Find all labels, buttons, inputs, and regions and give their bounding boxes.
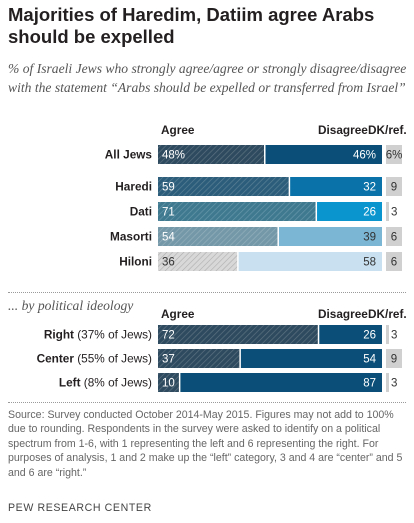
bar-dk <box>386 145 402 164</box>
category-label: Right (37% of Jews) <box>44 328 152 342</box>
bar-agree-hatch <box>158 202 316 221</box>
chart-subtitle: % of Israeli Jews who strongly agree/agr… <box>8 61 407 95</box>
category-label: Haredi <box>115 180 152 194</box>
bar-dk <box>386 227 402 246</box>
data-label-dk: 6 <box>391 232 397 244</box>
data-label-dk: 3 <box>391 378 397 390</box>
bar-agree-hatch <box>158 325 318 344</box>
data-label-dk: 3 <box>391 330 397 342</box>
bar-agree-hatch <box>158 145 265 164</box>
source-org: PEW RESEARCH CENTER <box>8 502 152 514</box>
bar-agree-hatch <box>158 177 289 196</box>
bar-disagree <box>180 373 382 392</box>
bar-dk <box>386 177 402 196</box>
bar-dk <box>386 349 402 368</box>
section-label-ideology: ... by political ideology <box>8 298 134 313</box>
column-header-dk: DK/ref. <box>368 123 407 137</box>
bar-dk <box>386 202 389 221</box>
category-label: Center (55% of Jews) <box>37 352 152 366</box>
category-label: Hiloni <box>119 255 152 269</box>
bar-agree-hatch <box>158 349 240 368</box>
bar-dk <box>386 252 402 271</box>
bar-disagree <box>317 202 382 221</box>
bar-dk <box>386 373 389 392</box>
data-label-agree: 54 <box>162 232 175 244</box>
bar-disagree <box>278 227 382 246</box>
footnote: Source: Survey conducted October 2014-Ma… <box>8 409 403 479</box>
bar-dk <box>386 325 389 344</box>
column-header-disagree: Disagree <box>318 123 368 137</box>
column-header-agree: Agree <box>161 307 195 321</box>
data-label-agree: 48% <box>162 150 185 162</box>
bar-disagree <box>240 349 382 368</box>
chart-title: Majorities of Haredim, Datiim agree Arab… <box>8 4 375 47</box>
data-label-disagree: 26 <box>363 207 376 219</box>
column-header-agree: Agree <box>161 123 195 137</box>
data-label-agree: 36 <box>162 257 175 269</box>
data-label-disagree: 54 <box>363 354 376 366</box>
data-label-agree: 37 <box>162 354 175 366</box>
bar-disagree <box>238 252 382 271</box>
bar-disagree <box>319 325 382 344</box>
bar-agree-hatch <box>158 227 278 246</box>
data-label-agree: 72 <box>162 330 175 342</box>
data-label-dk: 6% <box>386 150 403 162</box>
data-label-disagree: 32 <box>363 182 376 194</box>
data-label-agree: 71 <box>162 207 175 219</box>
category-label: Dati <box>130 205 152 219</box>
data-label-dk: 3 <box>391 207 397 219</box>
section-divider <box>8 292 406 293</box>
column-header-dk: DK/ref. <box>368 307 407 321</box>
bar-disagree <box>265 145 382 164</box>
category-label: Masorti <box>110 230 152 244</box>
data-label-disagree: 39 <box>363 232 376 244</box>
category-label: Left (8% of Jews) <box>59 376 152 390</box>
footnote-divider <box>8 402 406 403</box>
data-label-dk: 9 <box>391 182 397 194</box>
data-label-agree: 10 <box>162 378 175 390</box>
data-label-dk: 9 <box>391 354 397 366</box>
data-label-disagree: 46% <box>353 150 376 162</box>
data-label-disagree: 58 <box>363 257 376 269</box>
bar-agree-hatch <box>158 373 179 392</box>
column-header-disagree: Disagree <box>318 307 368 321</box>
category-label: All Jews <box>105 148 153 162</box>
data-label-dk: 6 <box>391 257 397 269</box>
data-label-disagree: 26 <box>363 330 376 342</box>
data-label-disagree: 87 <box>363 378 376 390</box>
data-label-agree: 59 <box>162 182 175 194</box>
bar-agree-hatch <box>158 252 238 271</box>
bar-disagree <box>290 177 382 196</box>
